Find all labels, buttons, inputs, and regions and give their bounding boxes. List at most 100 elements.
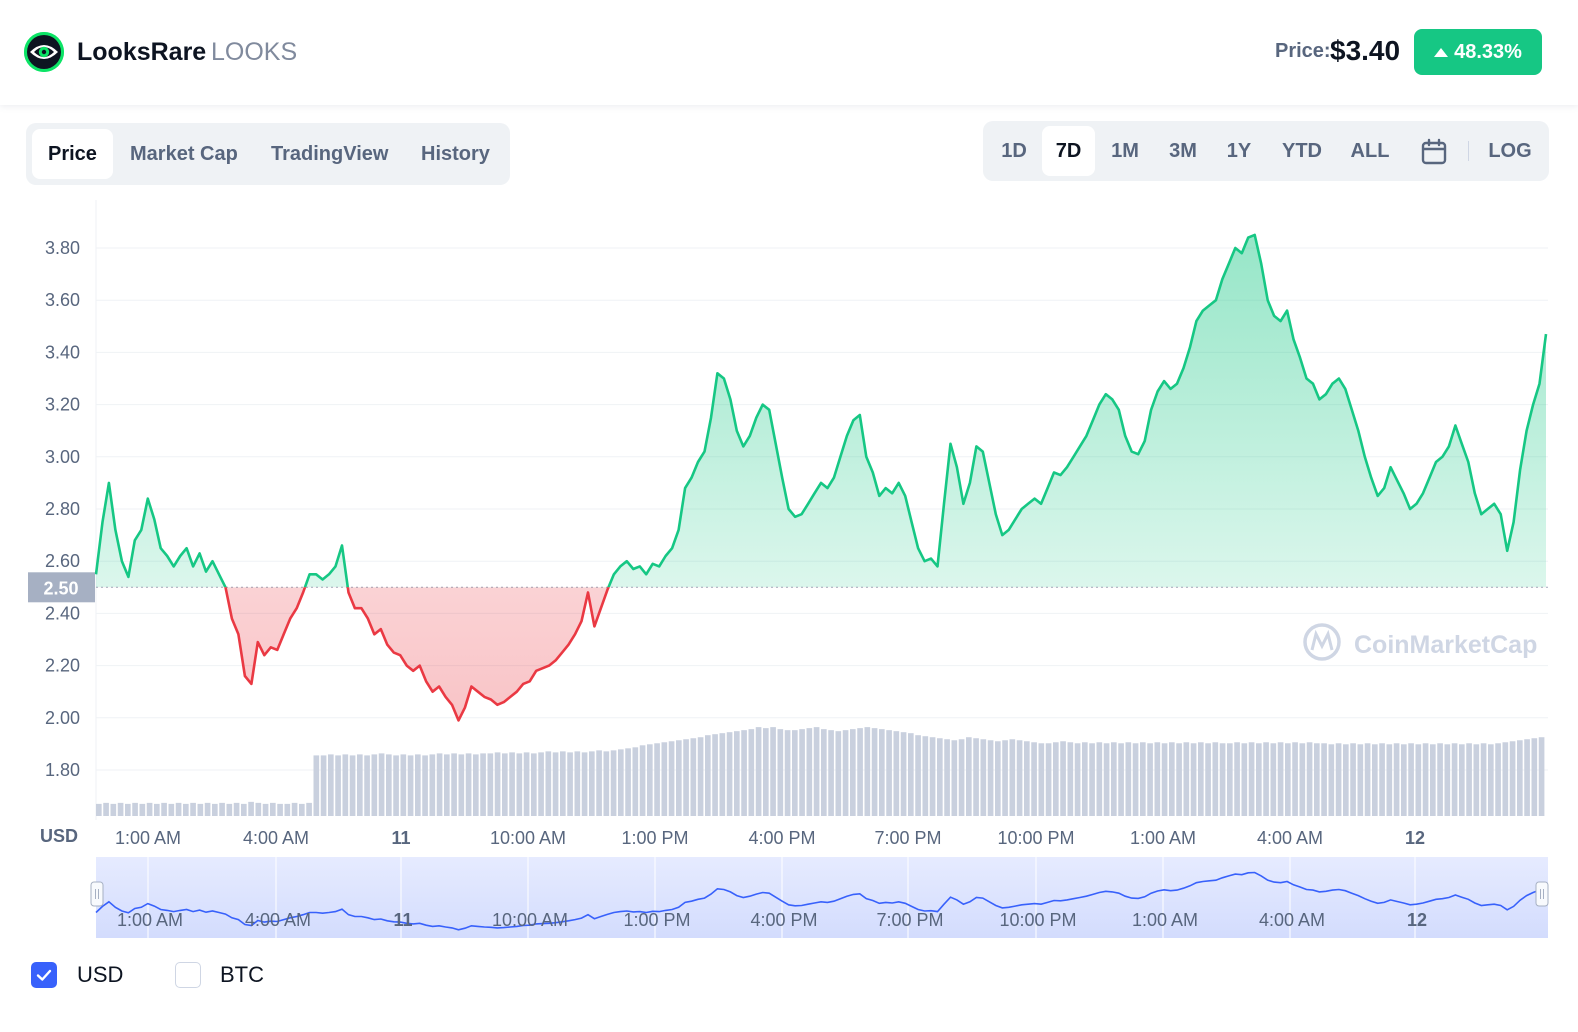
volume-bar [125, 803, 131, 816]
volume-bar [1198, 742, 1204, 816]
volume-bar [117, 802, 124, 816]
volume-bar [1379, 743, 1385, 816]
volume-bar [929, 737, 936, 816]
navigator-tick-label-2: 11 [393, 910, 412, 930]
volume-bar [1444, 744, 1451, 816]
tab-history[interactable]: History [421, 143, 490, 165]
volume-bar [1299, 743, 1306, 816]
tab-tradingview[interactable]: TradingView [271, 143, 389, 165]
volume-bar [277, 803, 283, 816]
range-3m[interactable]: 3M [1169, 140, 1197, 162]
volume-bar [1205, 743, 1211, 816]
volume-bar [241, 803, 247, 816]
log-scale-toggle[interactable]: LOG [1488, 140, 1532, 162]
price-area-above [96, 234, 1546, 588]
volume-bar [1488, 744, 1494, 816]
calendar-icon[interactable] [1419, 137, 1449, 167]
volume-bar [386, 754, 392, 816]
volume-bar [1408, 743, 1414, 816]
navigator-tick-label-9: 4:00 AM [1259, 910, 1325, 930]
volume-bar [922, 736, 929, 816]
volume-bar [226, 803, 233, 816]
volume-bar [1074, 743, 1081, 816]
volume-bar [1306, 742, 1313, 816]
volume-bar [1531, 738, 1538, 816]
usd-checkbox[interactable] [31, 962, 57, 988]
volume-bar [944, 739, 950, 816]
volume-bar [1038, 743, 1045, 816]
volume-bar [842, 730, 849, 816]
range-1m[interactable]: 1M [1111, 140, 1139, 162]
volume-bar [763, 728, 769, 816]
volume-bar [1234, 742, 1240, 816]
volume-bar [995, 741, 1001, 816]
volume-bar [821, 729, 827, 816]
volume-bar [1459, 744, 1465, 816]
volume-bar [813, 727, 820, 816]
volume-bar [502, 753, 508, 816]
volume-bar [567, 752, 573, 816]
navigator-handle-right[interactable] [1535, 881, 1549, 907]
volume-bar [306, 802, 312, 816]
tab-market-cap[interactable]: Market Cap [130, 143, 238, 165]
navigator-tick-label-1: 4:00 AM [245, 910, 311, 930]
volume-bar [1140, 742, 1146, 816]
btc-checkbox[interactable] [175, 962, 201, 988]
btc-checkbox-label: BTC [220, 962, 264, 987]
volume-bar [146, 802, 153, 816]
x-tick-label-4: 1:00 PM [621, 828, 688, 848]
volume-bar [197, 803, 204, 816]
volume-bar [545, 751, 552, 816]
volume-bar [806, 728, 813, 816]
x-tick-label-3: 10:00 AM [490, 828, 566, 848]
range-7d[interactable]: 7D [1042, 126, 1095, 176]
navigator-background [96, 857, 1548, 938]
coin-symbol: LOOKS [211, 38, 298, 66]
volume-bar [1328, 744, 1335, 816]
range-ytd[interactable]: YTD [1282, 140, 1322, 162]
volume-bar [96, 803, 102, 816]
usd-checkbox-label: USD [77, 962, 124, 987]
volume-bar [879, 729, 885, 816]
volume-bar [1089, 743, 1095, 816]
volume-bar [494, 752, 501, 816]
volume-bar [1422, 743, 1429, 816]
volume-bar [726, 732, 733, 816]
navigator-tick-label-4: 1:00 PM [623, 910, 690, 930]
range-all[interactable]: ALL [1350, 140, 1390, 162]
x-tick-label-9: 4:00 AM [1257, 828, 1323, 848]
range-1d[interactable]: 1D [1001, 140, 1027, 162]
volume-bar [473, 754, 479, 816]
volume-bar [871, 728, 878, 816]
price-value: $3.40 [1330, 35, 1401, 66]
coinmarketcap-logo-icon [1303, 623, 1341, 661]
navigator-handle-left[interactable] [90, 881, 104, 907]
price-chart[interactable]: 3.80 3.60 3.40 3.20 3.00 2.80 2.60 2.40 2.20 2.00… [0, 190, 1578, 990]
volume-bar [987, 740, 994, 816]
volume-bar [1495, 743, 1501, 816]
y-tick-label-7: 2.40 [45, 603, 80, 623]
x-tick-label-6: 7:00 PM [874, 828, 941, 848]
volume-bar [596, 750, 602, 816]
volume-bar [661, 742, 668, 816]
volume-bar [175, 802, 182, 816]
volume-bar [581, 752, 588, 816]
volume-bar [973, 738, 979, 816]
volume-bar [632, 747, 639, 816]
volume-bar [1103, 743, 1110, 816]
x-tick-label-1: 4:00 AM [243, 828, 309, 848]
range-1y[interactable]: 1Y [1226, 140, 1252, 162]
y-tick-label-10: 1.80 [45, 760, 80, 780]
volume-bar [248, 801, 254, 816]
volume-bar [625, 748, 631, 816]
volume-bar [1082, 742, 1088, 816]
volume-bar [792, 730, 798, 816]
volume-bar [103, 802, 109, 816]
volume-bar [1111, 742, 1117, 816]
volume-bar [1415, 744, 1422, 816]
tab-price[interactable]: Price [32, 129, 113, 179]
volume-bar [400, 754, 407, 816]
volume-bar [1372, 744, 1378, 816]
volume-bar [1292, 742, 1298, 816]
volume-bar [777, 729, 784, 816]
